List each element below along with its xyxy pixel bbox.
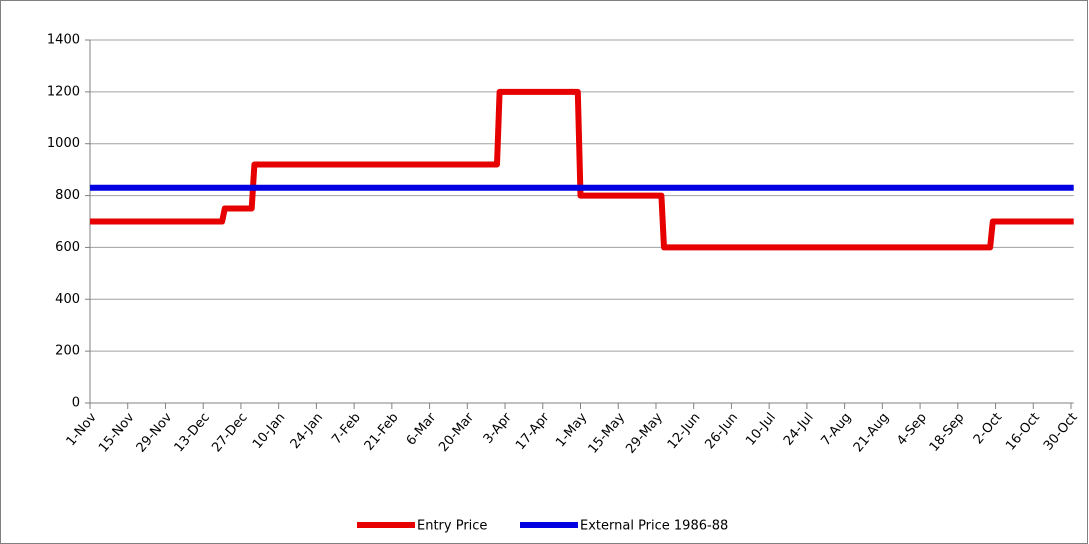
y-tick-label: 1200 <box>47 84 80 99</box>
line-series <box>90 88 1074 251</box>
y-tick-label: 800 <box>55 188 80 203</box>
y-tick-label: 200 <box>55 344 80 359</box>
y-tick-label: 400 <box>55 292 80 307</box>
y-tick-label: 600 <box>55 240 80 255</box>
y-tick-label: 1400 <box>47 33 80 48</box>
y-tick-label: 0 <box>72 396 80 411</box>
y-tick-label: 1000 <box>47 136 80 151</box>
legend-label: External Price 1986-88 <box>580 519 728 534</box>
legend-label: Entry Price <box>417 519 487 534</box>
